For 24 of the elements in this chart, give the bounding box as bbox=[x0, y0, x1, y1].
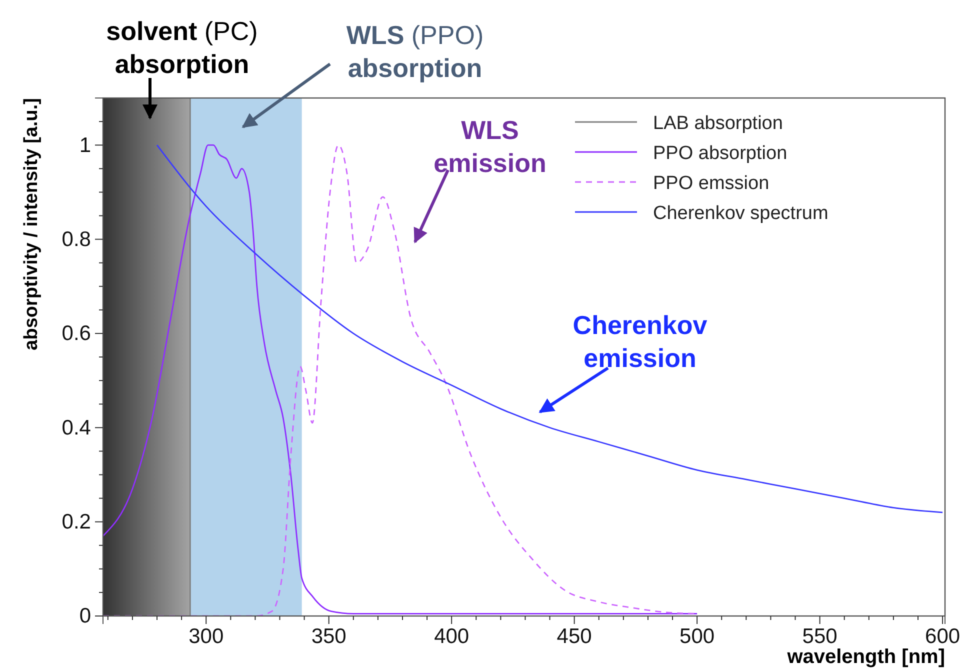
x-tick-label: 600 bbox=[925, 624, 960, 648]
x-tick-label: 500 bbox=[680, 624, 715, 648]
annotation: Cherenkov emission bbox=[572, 310, 708, 373]
y-axis-title: absorptivity / intensity [a.u.] bbox=[21, 98, 42, 350]
text: WLS (PPO) absorption bbox=[346, 20, 484, 83]
x-axis-title: wavelength [nm] bbox=[786, 646, 945, 668]
legend-label: LAB absorption bbox=[653, 113, 783, 134]
legend-label: Cherenkov spectrum bbox=[653, 203, 828, 224]
x-tick-label: 350 bbox=[311, 624, 346, 648]
y-tick-label: 0.8 bbox=[62, 228, 91, 251]
y-tick-label: 0.4 bbox=[62, 416, 92, 440]
x-tick-label: 400 bbox=[434, 624, 470, 648]
text: solvent (PC) absorption bbox=[106, 16, 258, 79]
x-tick-label: 300 bbox=[188, 624, 224, 648]
y-tick-label: 0.2 bbox=[62, 510, 91, 534]
line-series bbox=[156, 144, 944, 514]
y-tick-label: 1 bbox=[79, 134, 91, 157]
y-tick-label: 0.6 bbox=[62, 322, 91, 346]
x-tick-label: 450 bbox=[556, 624, 592, 648]
annotation: WLS emission bbox=[434, 115, 546, 178]
y-tick-label: 0 bbox=[79, 604, 91, 628]
x-tick-label: 550 bbox=[802, 624, 838, 648]
legend-label: PPO absorption bbox=[653, 143, 788, 164]
legend-label: PPO emssion bbox=[653, 173, 770, 194]
